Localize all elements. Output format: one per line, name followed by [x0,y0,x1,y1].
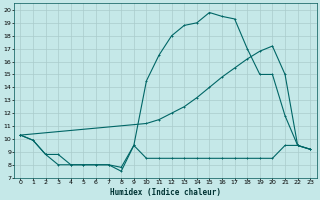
X-axis label: Humidex (Indice chaleur): Humidex (Indice chaleur) [110,188,221,197]
